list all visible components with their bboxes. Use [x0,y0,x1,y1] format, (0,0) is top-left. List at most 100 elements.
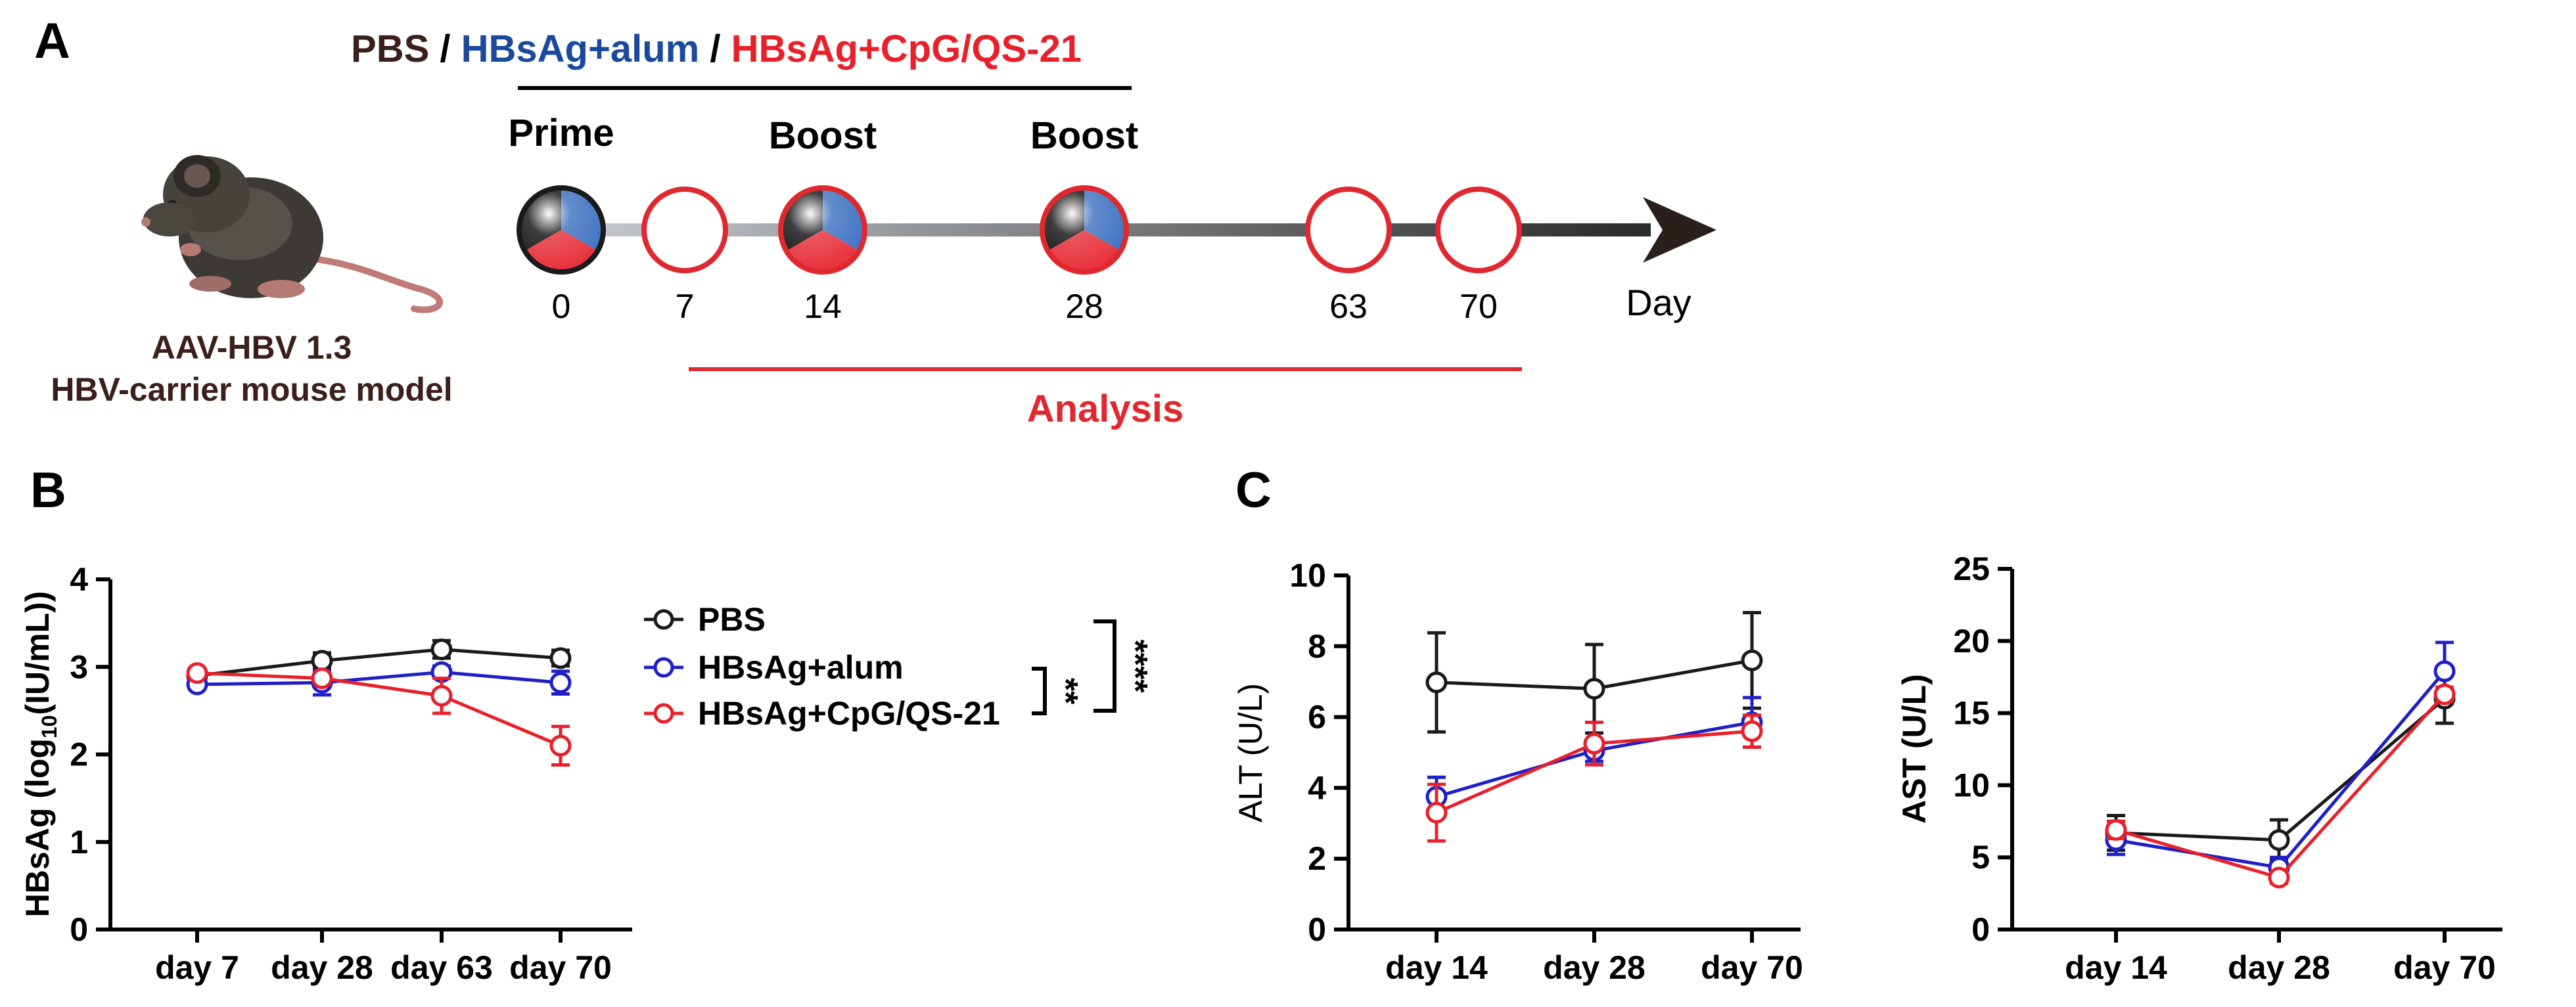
alt-ytick-label: 6 [1308,699,1326,736]
hbsag-axes [108,579,632,931]
model-line-2: HBV-carrier mouse model [51,371,452,408]
ast-ytick-label: 0 [1971,911,1990,948]
day-axis-label: Day [1626,282,1691,323]
legend-item-cpg: HBsAg+CpG/QS-21 [644,695,1000,732]
hbsag-point-alum [549,671,572,694]
timepoint-day28 [1040,185,1129,275]
mouse-icon [141,155,443,313]
analysis-label: Analysis [1027,388,1184,430]
boost-label-2: Boost [1030,114,1138,157]
panel-c-label: C [1235,462,1272,518]
alt-point-cpg [1583,732,1605,755]
timeline-arrowhead [1643,197,1716,263]
legend: PBS HBsAg+alum HBsAg+CpG/QS-21 ** **** [644,601,1154,732]
alt-point-cpg [1741,720,1763,742]
group-title-sep2: / [699,28,731,70]
alt-y-ticks: 0 2 4 6 8 10 [1289,557,1348,948]
hbsag-point-pbs [430,638,453,661]
hbsag-xtick-label: day 70 [509,949,612,986]
hbsag-line-cpg [196,671,561,748]
significance-bracket-pbs-cpg [1093,619,1116,713]
timepoint-day70 [1435,187,1522,273]
panel-a-label: A [34,13,70,69]
hbsag-ytick-label: 2 [70,736,88,773]
ast-point-cpg [2268,866,2290,889]
hbsag-xtick-label: day 28 [271,949,373,986]
ast-point-pbs [2268,829,2290,851]
ast-series-pbs [2105,672,2456,862]
hbsag-series [186,638,572,767]
alt-point-pbs [1583,677,1605,700]
alt-point-pbs [1425,671,1448,694]
hbsag-point-cpg [549,734,572,757]
hbsag-xtick-label: day 7 [155,949,239,986]
hbsag-y-label-sub: 10 [37,715,61,739]
ast-ytick-label: 10 [1953,767,1990,803]
hbsag-xtick-label: day 63 [390,949,493,986]
ast-ytick-label: 15 [1953,695,1990,732]
group-title-sep1: / [429,28,461,70]
chart-hbsag: 0 1 2 3 4 day 7 day 28 day 63 day 70 HBsAg (log… [19,561,1154,986]
ast-y-label: AST (U/L) [1896,674,1933,824]
day-label-14: 14 [804,288,842,326]
hbsag-series-alum [186,661,572,697]
hbsag-y-label: HBsAg (log10(IU/mL)) [19,591,61,918]
chart-ast: 0 5 10 15 20 25 day 14 day 28 day 70 AST (U/L) [1896,550,2502,986]
alt-xtick-label: day 70 [1701,949,1803,986]
alt-xtick-label: day 28 [1543,949,1645,986]
hbsag-y-ticks: 0 1 2 3 4 [70,561,110,948]
hbsag-point-pbs [549,647,572,669]
group-title-cpg: HBsAg+CpG/QS-21 [731,28,1082,70]
legend-item-alum: HBsAg+alum [644,649,904,686]
alt-xtick-label: day 14 [1385,949,1488,986]
significance-pbs-cpg: **** [1116,640,1154,694]
hbsag-point-cpg [430,684,453,707]
alt-series-pbs [1425,611,1763,735]
hbsag-ytick-label: 0 [70,911,88,948]
hbsag-point-cpg [311,667,333,690]
panel-b-label: B [30,462,66,518]
panel-a: A PBS / HBsAg+alum / HBsAg+CpG/QS-21 Pri… [34,13,1716,430]
ast-series [2105,640,2456,889]
hbsag-ytick-label: 3 [70,648,88,685]
timepoint-day0 [517,185,606,275]
day-label-70: 70 [1460,288,1498,326]
hbsag-series-cpg [186,662,572,767]
timepoint-day14 [778,185,867,275]
hbsag-ytick-label: 1 [70,824,88,861]
hbsag-line-pbs [196,648,561,678]
alt-y-label: ALT (U/L) [1232,683,1269,822]
hbsag-point-cpg [186,662,208,684]
hbsag-y-label-tail: (IU/mL)) [19,591,56,715]
timepoint-day63 [1305,187,1392,273]
significance-bracket-alum-cpg [1032,667,1047,715]
alt-point-pbs [1741,649,1763,671]
alt-ytick-label: 0 [1308,911,1326,948]
significance-alum-cpg: ** [1046,678,1084,705]
day-label-28: 28 [1065,288,1103,326]
group-title-pbs: PBS [351,28,429,70]
timepoint-day7 [641,187,728,273]
legend-label-alum: HBsAg+alum [698,649,904,686]
day-label-0: 0 [552,288,571,326]
ast-xtick-label: day 70 [2393,949,2496,986]
alt-point-cpg [1425,801,1448,824]
hbsag-ytick-label: 4 [70,561,88,598]
alt-series [1425,611,1763,843]
ast-xtick-label: day 28 [2228,949,2330,986]
ast-ytick-label: 20 [1953,623,1990,660]
legend-label-pbs: PBS [698,601,766,638]
group-title-alum: HBsAg+alum [461,28,700,70]
alt-ytick-label: 4 [1308,769,1326,806]
hbsag-x-ticks: day 7 day 28 day 63 day 70 [155,929,612,986]
hbsag-point-pbs [311,650,333,672]
ast-y-ticks: 0 5 10 15 20 25 [1953,550,2012,948]
alt-ytick-label: 8 [1308,628,1326,665]
alt-x-ticks: day 14 day 28 day 70 [1385,929,1803,986]
alt-ytick-label: 2 [1308,840,1326,877]
chart-alt: 0 2 4 6 8 10 day 14 day 28 day 70 ALT (U/L) [1232,557,1803,986]
ast-x-ticks: day 14 day 28 day 70 [2065,929,2496,986]
hbsag-line-alum [196,670,561,686]
ast-series-cpg [2105,683,2456,889]
